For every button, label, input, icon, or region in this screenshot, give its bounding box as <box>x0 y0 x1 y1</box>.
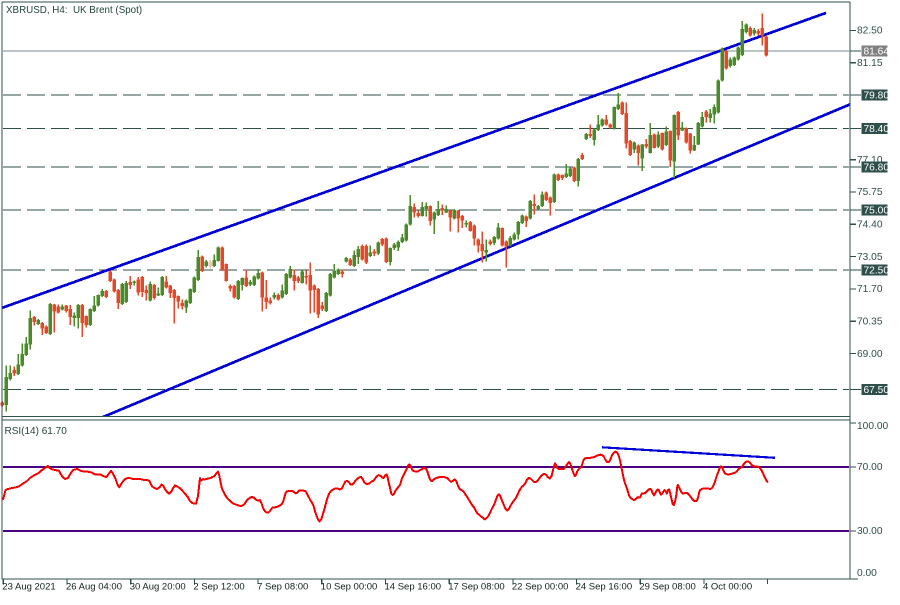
svg-text:26 Aug 04:00: 26 Aug 04:00 <box>66 582 122 593</box>
svg-text:73.05: 73.05 <box>857 252 883 263</box>
svg-text:17 Sep 08:00: 17 Sep 08:00 <box>448 582 505 593</box>
svg-text:70.35: 70.35 <box>857 317 883 328</box>
svg-text:79.80: 79.80 <box>864 91 890 102</box>
svg-text:14 Sep 16:00: 14 Sep 16:00 <box>385 582 442 593</box>
svg-text:4 Oct 00:00: 4 Oct 00:00 <box>703 582 752 593</box>
svg-text:23 Aug 2021: 23 Aug 2021 <box>2 582 55 593</box>
svg-text:75.00: 75.00 <box>864 205 890 216</box>
svg-text:7 Sep 08:00: 7 Sep 08:00 <box>257 582 308 593</box>
svg-text:70.00: 70.00 <box>857 462 883 473</box>
svg-text:22 Sep 00:00: 22 Sep 00:00 <box>512 582 569 593</box>
svg-text:82.50: 82.50 <box>857 26 883 37</box>
svg-text:2 Sep 12:00: 2 Sep 12:00 <box>193 582 244 593</box>
svg-text:71.70: 71.70 <box>857 284 883 295</box>
svg-text:30.00: 30.00 <box>857 526 883 537</box>
svg-text:0.00: 0.00 <box>857 568 877 579</box>
svg-text:72.50: 72.50 <box>864 265 890 276</box>
svg-text:30 Aug 20:00: 30 Aug 20:00 <box>130 582 186 593</box>
svg-text:RSI(14) 61.70: RSI(14) 61.70 <box>5 426 68 437</box>
svg-text:100.00: 100.00 <box>857 421 888 432</box>
svg-text:76.80: 76.80 <box>864 162 890 173</box>
svg-text:69.00: 69.00 <box>857 349 883 360</box>
svg-text:29 Sep 08:00: 29 Sep 08:00 <box>639 582 696 593</box>
svg-text:24 Sep 16:00: 24 Sep 16:00 <box>576 582 633 593</box>
svg-text:XBRUSD, H4: UK Brent (Spot): XBRUSD, H4: UK Brent (Spot) <box>6 5 142 16</box>
svg-text:10 Sep 00:00: 10 Sep 00:00 <box>321 582 378 593</box>
svg-text:75.75: 75.75 <box>857 187 883 198</box>
svg-text:77.10: 77.10 <box>857 155 883 166</box>
svg-text:81.15: 81.15 <box>857 58 883 69</box>
svg-text:78.40: 78.40 <box>864 124 890 135</box>
svg-text:74.40: 74.40 <box>857 220 883 231</box>
svg-text:81.64: 81.64 <box>864 46 890 57</box>
svg-text:67.50: 67.50 <box>864 385 890 396</box>
